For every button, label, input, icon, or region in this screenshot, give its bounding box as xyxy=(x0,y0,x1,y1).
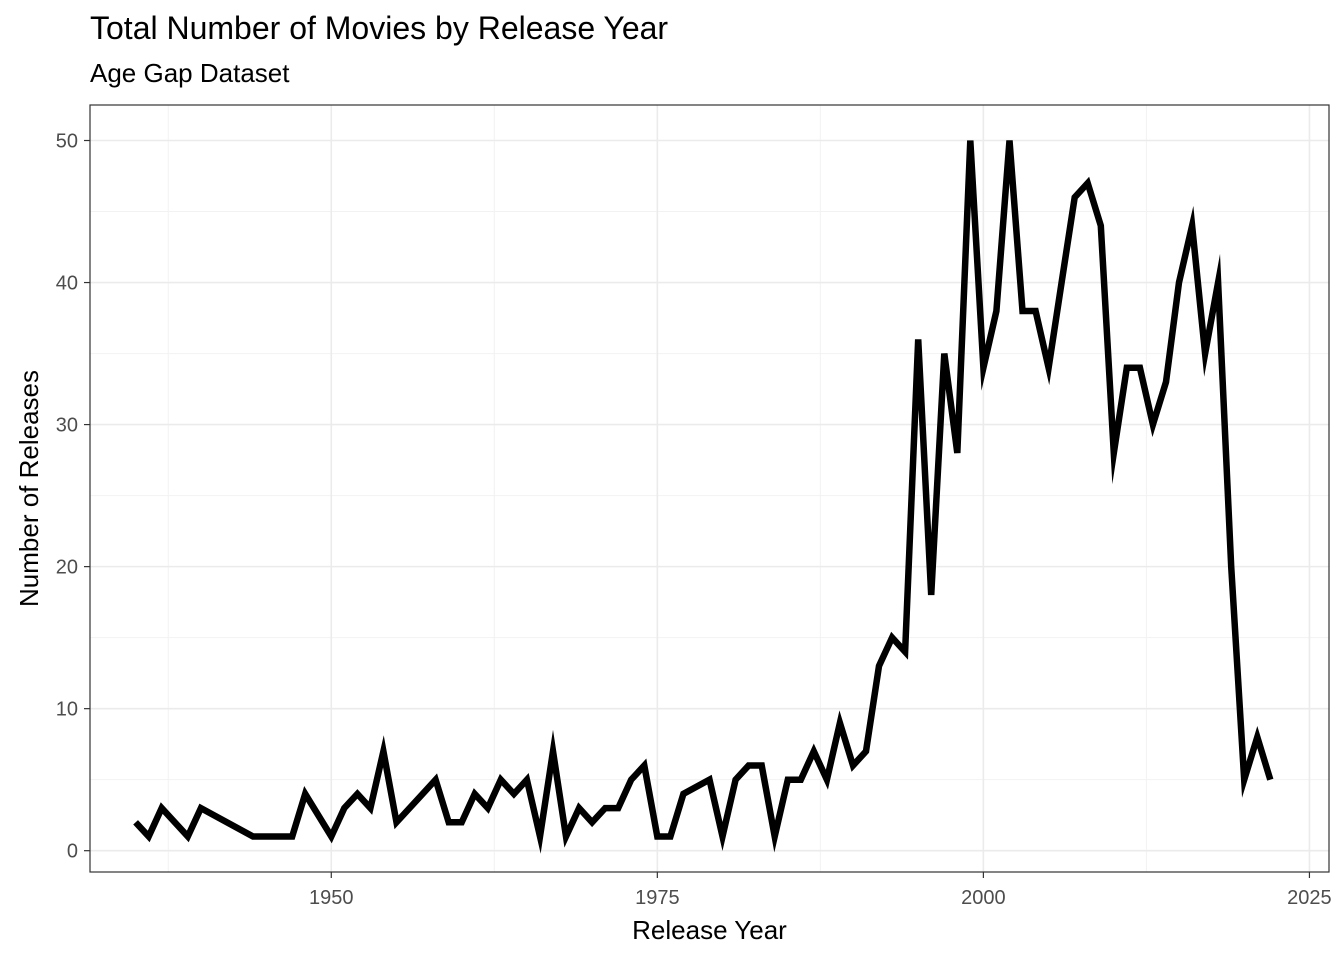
series-line xyxy=(133,140,1274,854)
series-layer xyxy=(133,140,1274,854)
x-tick-label: 2025 xyxy=(1287,887,1332,909)
chart-subtitle: Age Gap Dataset xyxy=(90,58,290,88)
y-tick-label: 50 xyxy=(56,131,78,153)
x-axis-title: Release Year xyxy=(632,915,787,945)
y-tick-label: 10 xyxy=(56,699,78,721)
y-axis-ticks: 0 10 20 30 40 50 xyxy=(56,131,90,863)
x-axis-ticks: 1950 1975 2000 2025 xyxy=(309,872,1332,909)
major-gridlines xyxy=(90,105,1329,872)
minor-gridlines xyxy=(90,105,1329,872)
y-tick-label: 20 xyxy=(56,557,78,579)
x-tick-label: 1950 xyxy=(309,887,354,909)
x-tick-label: 2000 xyxy=(961,887,1006,909)
plot-panel-border xyxy=(89,104,1330,873)
y-tick-label: 0 xyxy=(67,841,78,863)
y-tick-label: 30 xyxy=(56,415,78,437)
x-tick-label: 1975 xyxy=(635,887,680,909)
y-tick-label: 40 xyxy=(56,273,78,295)
y-axis-title: Number of Releases xyxy=(14,370,44,607)
chart-title: Total Number of Movies by Release Year xyxy=(90,10,669,46)
